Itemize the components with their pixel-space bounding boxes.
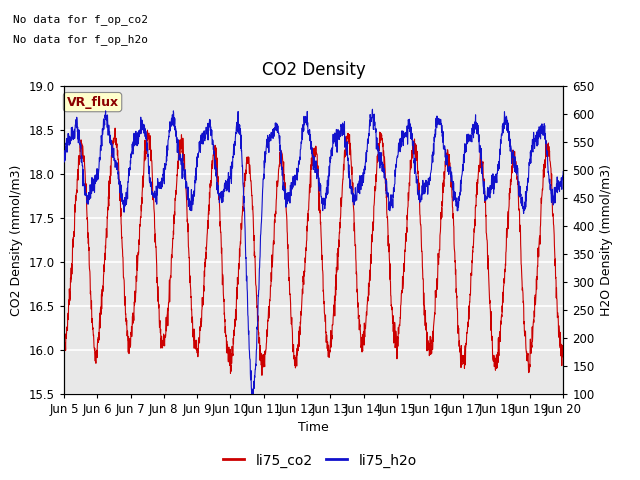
Y-axis label: H2O Density (mmol/m3): H2O Density (mmol/m3) bbox=[600, 164, 613, 316]
Text: VR_flux: VR_flux bbox=[67, 96, 118, 108]
Legend: li75_co2, li75_h2o: li75_co2, li75_h2o bbox=[218, 448, 422, 473]
Y-axis label: CO2 Density (mmol/m3): CO2 Density (mmol/m3) bbox=[10, 164, 23, 316]
Title: CO2 Density: CO2 Density bbox=[262, 61, 365, 79]
Text: No data for f_op_co2: No data for f_op_co2 bbox=[13, 14, 148, 25]
Text: No data for f_op_h2o: No data for f_op_h2o bbox=[13, 34, 148, 45]
X-axis label: Time: Time bbox=[298, 421, 329, 434]
